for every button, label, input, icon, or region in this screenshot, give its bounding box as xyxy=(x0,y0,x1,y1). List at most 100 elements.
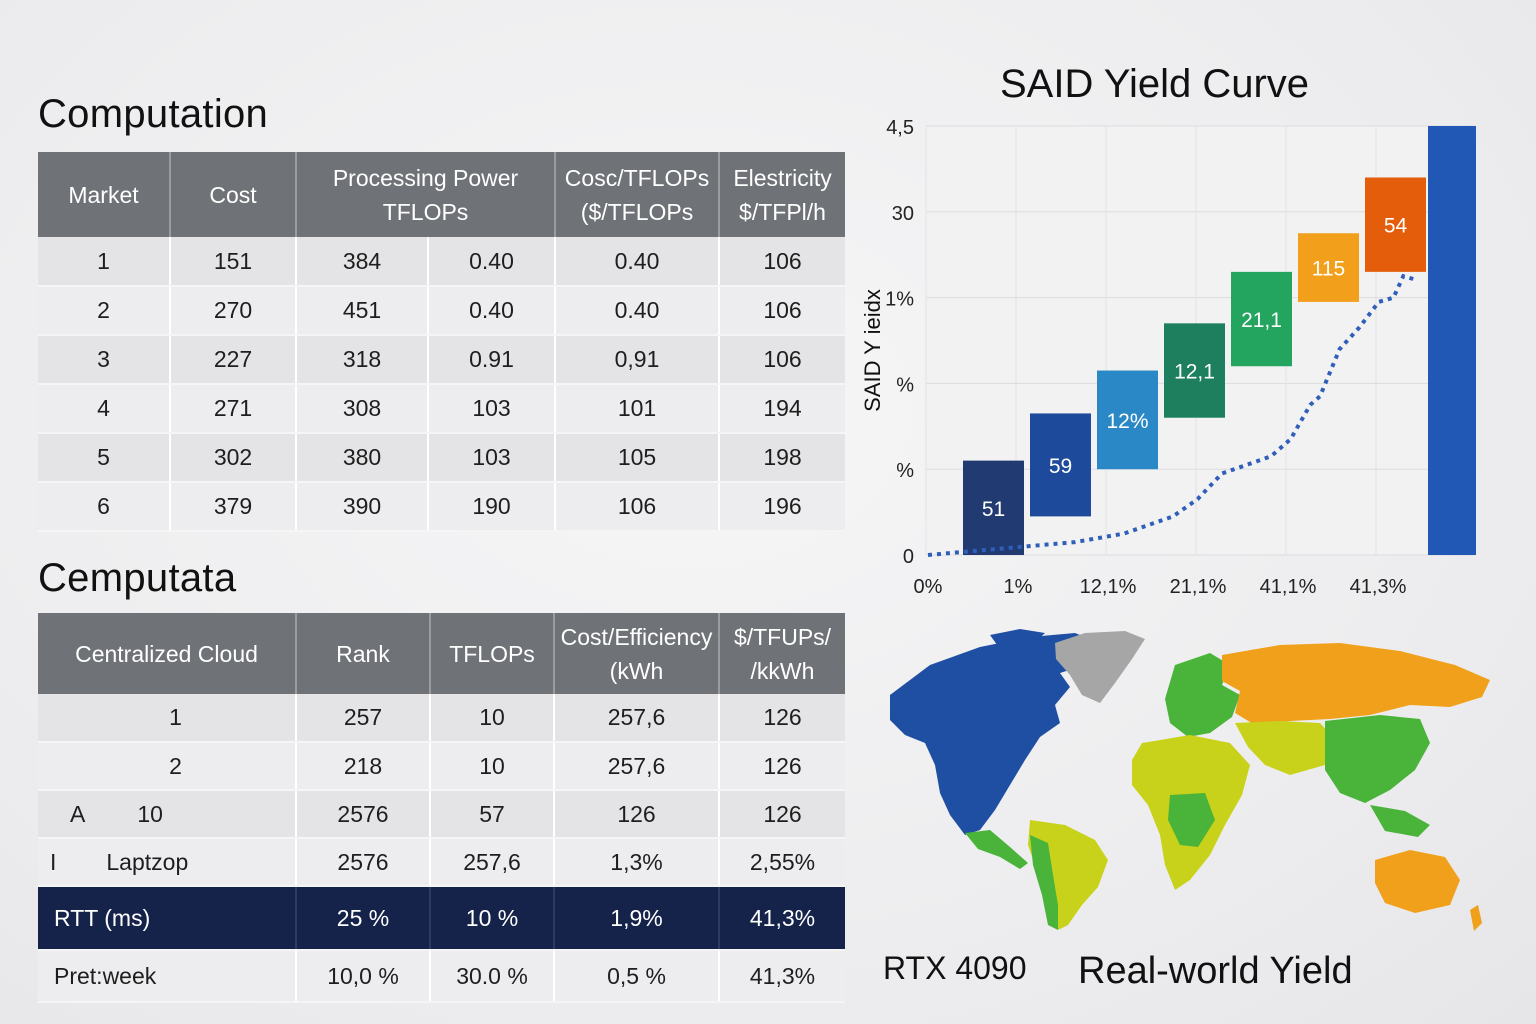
x-tick-label: 1% xyxy=(1004,576,1033,598)
map-right-label: Real-world Yield xyxy=(1078,950,1353,992)
bar-5 xyxy=(1231,271,1292,367)
cell: 57 xyxy=(429,790,554,839)
cell: 257 xyxy=(295,694,430,743)
bar-8 xyxy=(1428,126,1476,555)
summary-row: RTT (ms) 25 % 10 % 1,9% 41,3% xyxy=(38,886,845,951)
cell: 0.91 xyxy=(426,335,556,385)
header-centralized-cloud: Centralized Cloud xyxy=(38,613,296,694)
cell: 0.40 xyxy=(554,286,720,336)
row-label: Laptzop xyxy=(106,848,189,875)
cell: 106 xyxy=(718,286,846,336)
bar-4 xyxy=(1164,323,1225,418)
map-region-south-america-west xyxy=(1030,835,1058,930)
bar-value-label: 59 xyxy=(1049,455,1072,478)
y-tick-label: % xyxy=(896,374,914,396)
cell: 2 xyxy=(38,742,296,791)
cell: 126 xyxy=(718,694,845,743)
table-row: 5 302 380 103 105 198 xyxy=(38,433,846,483)
table-row: 1 151 384 0.40 0.40 106 xyxy=(38,237,846,287)
y-tick-label: 1% xyxy=(885,289,914,311)
cell: A 10 xyxy=(38,790,296,839)
table-row: 6 379 390 190 106 196 xyxy=(38,482,846,532)
cell: 257,6 xyxy=(553,694,719,743)
cell: 10 % xyxy=(429,886,554,951)
cell: 101 xyxy=(554,384,720,434)
cell: RTT (ms) xyxy=(38,886,296,951)
chart-curve xyxy=(927,273,1419,557)
cell: 2576 xyxy=(295,790,430,839)
cell: 106 xyxy=(554,482,720,532)
cell: 384 xyxy=(295,237,428,287)
x-tick-label: 0% xyxy=(914,576,943,598)
bar-1 xyxy=(963,460,1024,555)
header-cost: Cost xyxy=(169,152,296,237)
cell: 1 xyxy=(38,237,170,287)
cell: 308 xyxy=(295,384,428,434)
cell: 1,9% xyxy=(553,886,719,951)
map-region-central-america xyxy=(965,830,1028,869)
cell: 257,6 xyxy=(429,838,554,887)
header-cost-efficiency: Cost/Efficiency (kWh xyxy=(553,613,719,694)
table-row: 2 218 10 257,6 126 xyxy=(38,742,845,791)
cell: 196 xyxy=(718,482,846,532)
map-region-australia xyxy=(1375,850,1460,913)
world-map xyxy=(890,629,1490,931)
x-tick-label: 12,1% xyxy=(1080,576,1137,598)
bar-value-label: 21,1 xyxy=(1241,309,1282,332)
table-row: A 10 2576 57 126 126 xyxy=(38,790,845,839)
cell: 270 xyxy=(169,286,296,336)
map-region-europe xyxy=(1165,653,1240,737)
bar-2 xyxy=(1030,413,1091,517)
header-cost-per-tflop: Cosc/TFLOPs ($/TFLOPs xyxy=(554,152,720,237)
map-region-central-asia xyxy=(1235,721,1340,775)
cell: 126 xyxy=(553,790,719,839)
cemputata-title: Cemputata xyxy=(38,556,237,600)
y-tick-label: % xyxy=(896,460,914,482)
cell: 380 xyxy=(295,433,428,483)
header-tfups-kwh-line1: $/TFUPs/ xyxy=(733,623,832,650)
map-region-new-zealand xyxy=(1470,905,1482,931)
bar-7 xyxy=(1365,177,1426,272)
cell: 2,55% xyxy=(718,838,845,887)
table-row: 1 257 10 257,6 126 xyxy=(38,694,845,743)
cell: 3 xyxy=(38,335,170,385)
cell: 25 % xyxy=(295,886,430,951)
cell: 390 xyxy=(295,482,428,532)
row-label: 2 xyxy=(169,752,182,779)
header-tfups-kwh-line2: /kkWh xyxy=(750,657,815,684)
cell: 379 xyxy=(169,482,296,532)
cell: 318 xyxy=(295,335,428,385)
cell: 41,3% xyxy=(718,950,845,1003)
bar-value-label: 12% xyxy=(1106,410,1148,433)
row-label: 1 xyxy=(169,704,182,730)
cell: 30.0 % xyxy=(429,950,554,1003)
bar-value-label: 54 xyxy=(1384,215,1408,238)
cell: Pret:week xyxy=(38,950,296,1003)
cell: 10 xyxy=(429,742,554,791)
bar-3 xyxy=(1097,370,1158,470)
bar-6 xyxy=(1298,233,1359,302)
cell: 227 xyxy=(169,335,296,385)
cell: 0,5 % xyxy=(553,950,719,1003)
cell: 2576 xyxy=(295,838,430,887)
y-tick-label: 30 xyxy=(892,203,914,225)
cell: I Laptzop xyxy=(38,838,296,887)
yield-curve-line xyxy=(927,273,1419,557)
y-tick-label: 0 xyxy=(903,546,914,568)
x-tick-label: 41,3% xyxy=(1350,576,1407,598)
cell: 218 xyxy=(295,742,430,791)
header-electricity: Elestricity $/TFPl/h xyxy=(718,152,846,237)
header-processing-power-line2: TFLOPs xyxy=(382,198,469,225)
header-cost-efficiency-line2: (kWh xyxy=(609,657,664,684)
cell: 103 xyxy=(426,384,556,434)
cell: 1 xyxy=(38,694,296,743)
map-region-southeast-asia xyxy=(1370,805,1430,837)
map-region-russia xyxy=(1222,643,1490,725)
cell: 0.40 xyxy=(426,237,556,287)
cemputata-header-row: Centralized Cloud Rank TFLOPs Cost/Effic… xyxy=(38,613,845,694)
row-prefix: A xyxy=(70,800,86,827)
cell: 194 xyxy=(718,384,846,434)
header-processing-power-line1: Processing Power xyxy=(332,164,519,191)
footer-row: Pret:week 10,0 % 30.0 % 0,5 % 41,3% xyxy=(38,950,845,1003)
header-cost-per-tflop-line2: ($/TFLOPs xyxy=(580,198,694,225)
